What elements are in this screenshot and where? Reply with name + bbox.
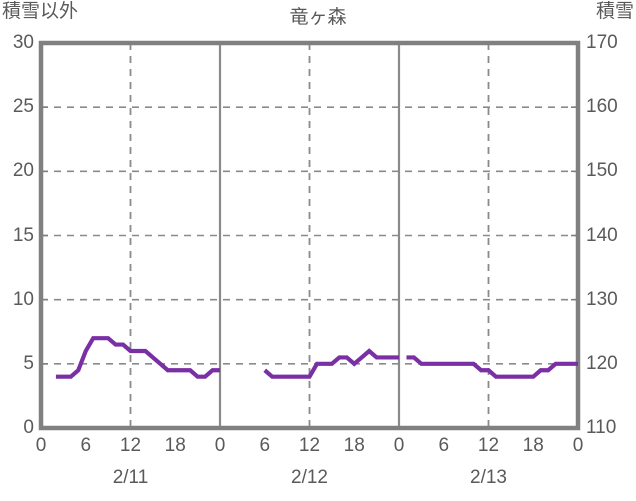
right-axis-tick-label: 130 <box>586 288 618 310</box>
x-axis-tick-label: 12 <box>477 435 500 456</box>
left-axis-tick-label: 25 <box>12 96 34 118</box>
x-axis-tick-label: 18 <box>343 435 365 456</box>
x-axis-tick-label: 0 <box>35 435 47 456</box>
series-segment <box>263 348 399 379</box>
x-axis-day-label: 2/12 <box>291 467 328 488</box>
left-axis-tick-label: 30 <box>12 32 34 53</box>
left-axis-tick-label: 10 <box>12 288 34 310</box>
left-axis-tick-label: 15 <box>12 224 34 246</box>
x-axis-tick-label: 18 <box>522 435 544 456</box>
x-axis-tick-label: 6 <box>438 435 450 456</box>
x-axis-tick-label: 0 <box>214 435 226 456</box>
right-axis-tick-label: 150 <box>586 160 618 182</box>
x-axis-day-label: 2/13 <box>470 467 507 488</box>
x-axis-tick-label: 0 <box>572 435 584 456</box>
series-segment <box>406 355 578 379</box>
x-axis-tick-label: 12 <box>298 435 321 456</box>
right-axis-tick-label: 170 <box>586 32 618 53</box>
x-axis-tick-label: 6 <box>80 435 92 456</box>
x-axis-tick-label: 12 <box>119 435 142 456</box>
page-title: 竜ヶ森 <box>289 7 347 28</box>
x-axis-tick-label: 6 <box>259 435 271 456</box>
right-axis-title: 積雪 <box>595 1 634 22</box>
right-axis-tick-label: 120 <box>586 352 618 374</box>
right-axis-tick-label: 110 <box>586 417 617 438</box>
right-axis-tick-label: 160 <box>586 96 618 118</box>
x-axis-day-label: 2/11 <box>112 467 149 488</box>
gridlines <box>41 43 578 428</box>
left-axis-tick-label: 5 <box>23 352 34 374</box>
left-axis-title: 積雪以外 <box>2 1 79 22</box>
left-axis-tick-label: 20 <box>12 160 34 182</box>
left-axis-tick-label: 0 <box>23 417 34 438</box>
series-segment <box>55 336 220 379</box>
x-axis-tick-label: 18 <box>164 435 186 456</box>
right-axis-tick-label: 140 <box>586 224 618 246</box>
x-axis-tick-label: 0 <box>393 435 405 456</box>
data-series-line <box>55 336 578 379</box>
